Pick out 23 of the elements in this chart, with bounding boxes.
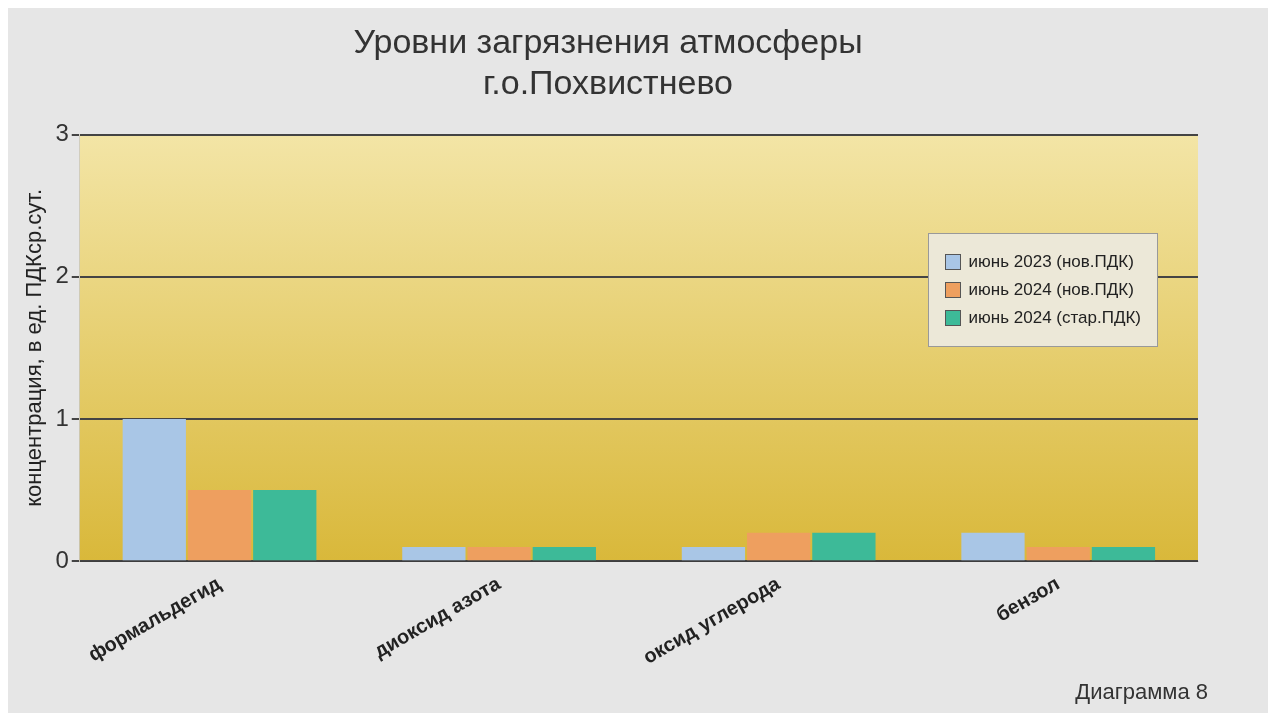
bar [681,546,746,561]
y-axis-title: концентрация, в ед. ПДКср.сут. [21,188,47,507]
bar [402,546,466,561]
bar [961,532,1025,561]
bar [122,418,186,561]
y-tick-label: 3 [55,119,69,147]
bar [1091,546,1156,561]
y-tick-label: 1 [55,403,69,431]
legend-label: июнь 2023 (нов.ПДК) [968,252,1134,272]
bar [532,546,596,561]
bar [1026,546,1090,561]
bar [253,490,317,561]
legend-label: июнь 2024 (стар.ПДК) [968,308,1141,328]
bar [747,532,811,561]
bar [187,490,252,561]
text: Уровни загрязнения атмосферы [353,21,863,60]
legend-label: июнь 2024 (нов.ПДК) [968,280,1134,300]
bar [812,532,876,561]
text: г.о.Похвистнево [483,62,733,101]
y-tick-label: 0 [55,545,69,573]
bar [467,546,531,561]
y-tick-label: 2 [55,261,69,289]
text: Диаграмма 8 [1075,679,1208,705]
